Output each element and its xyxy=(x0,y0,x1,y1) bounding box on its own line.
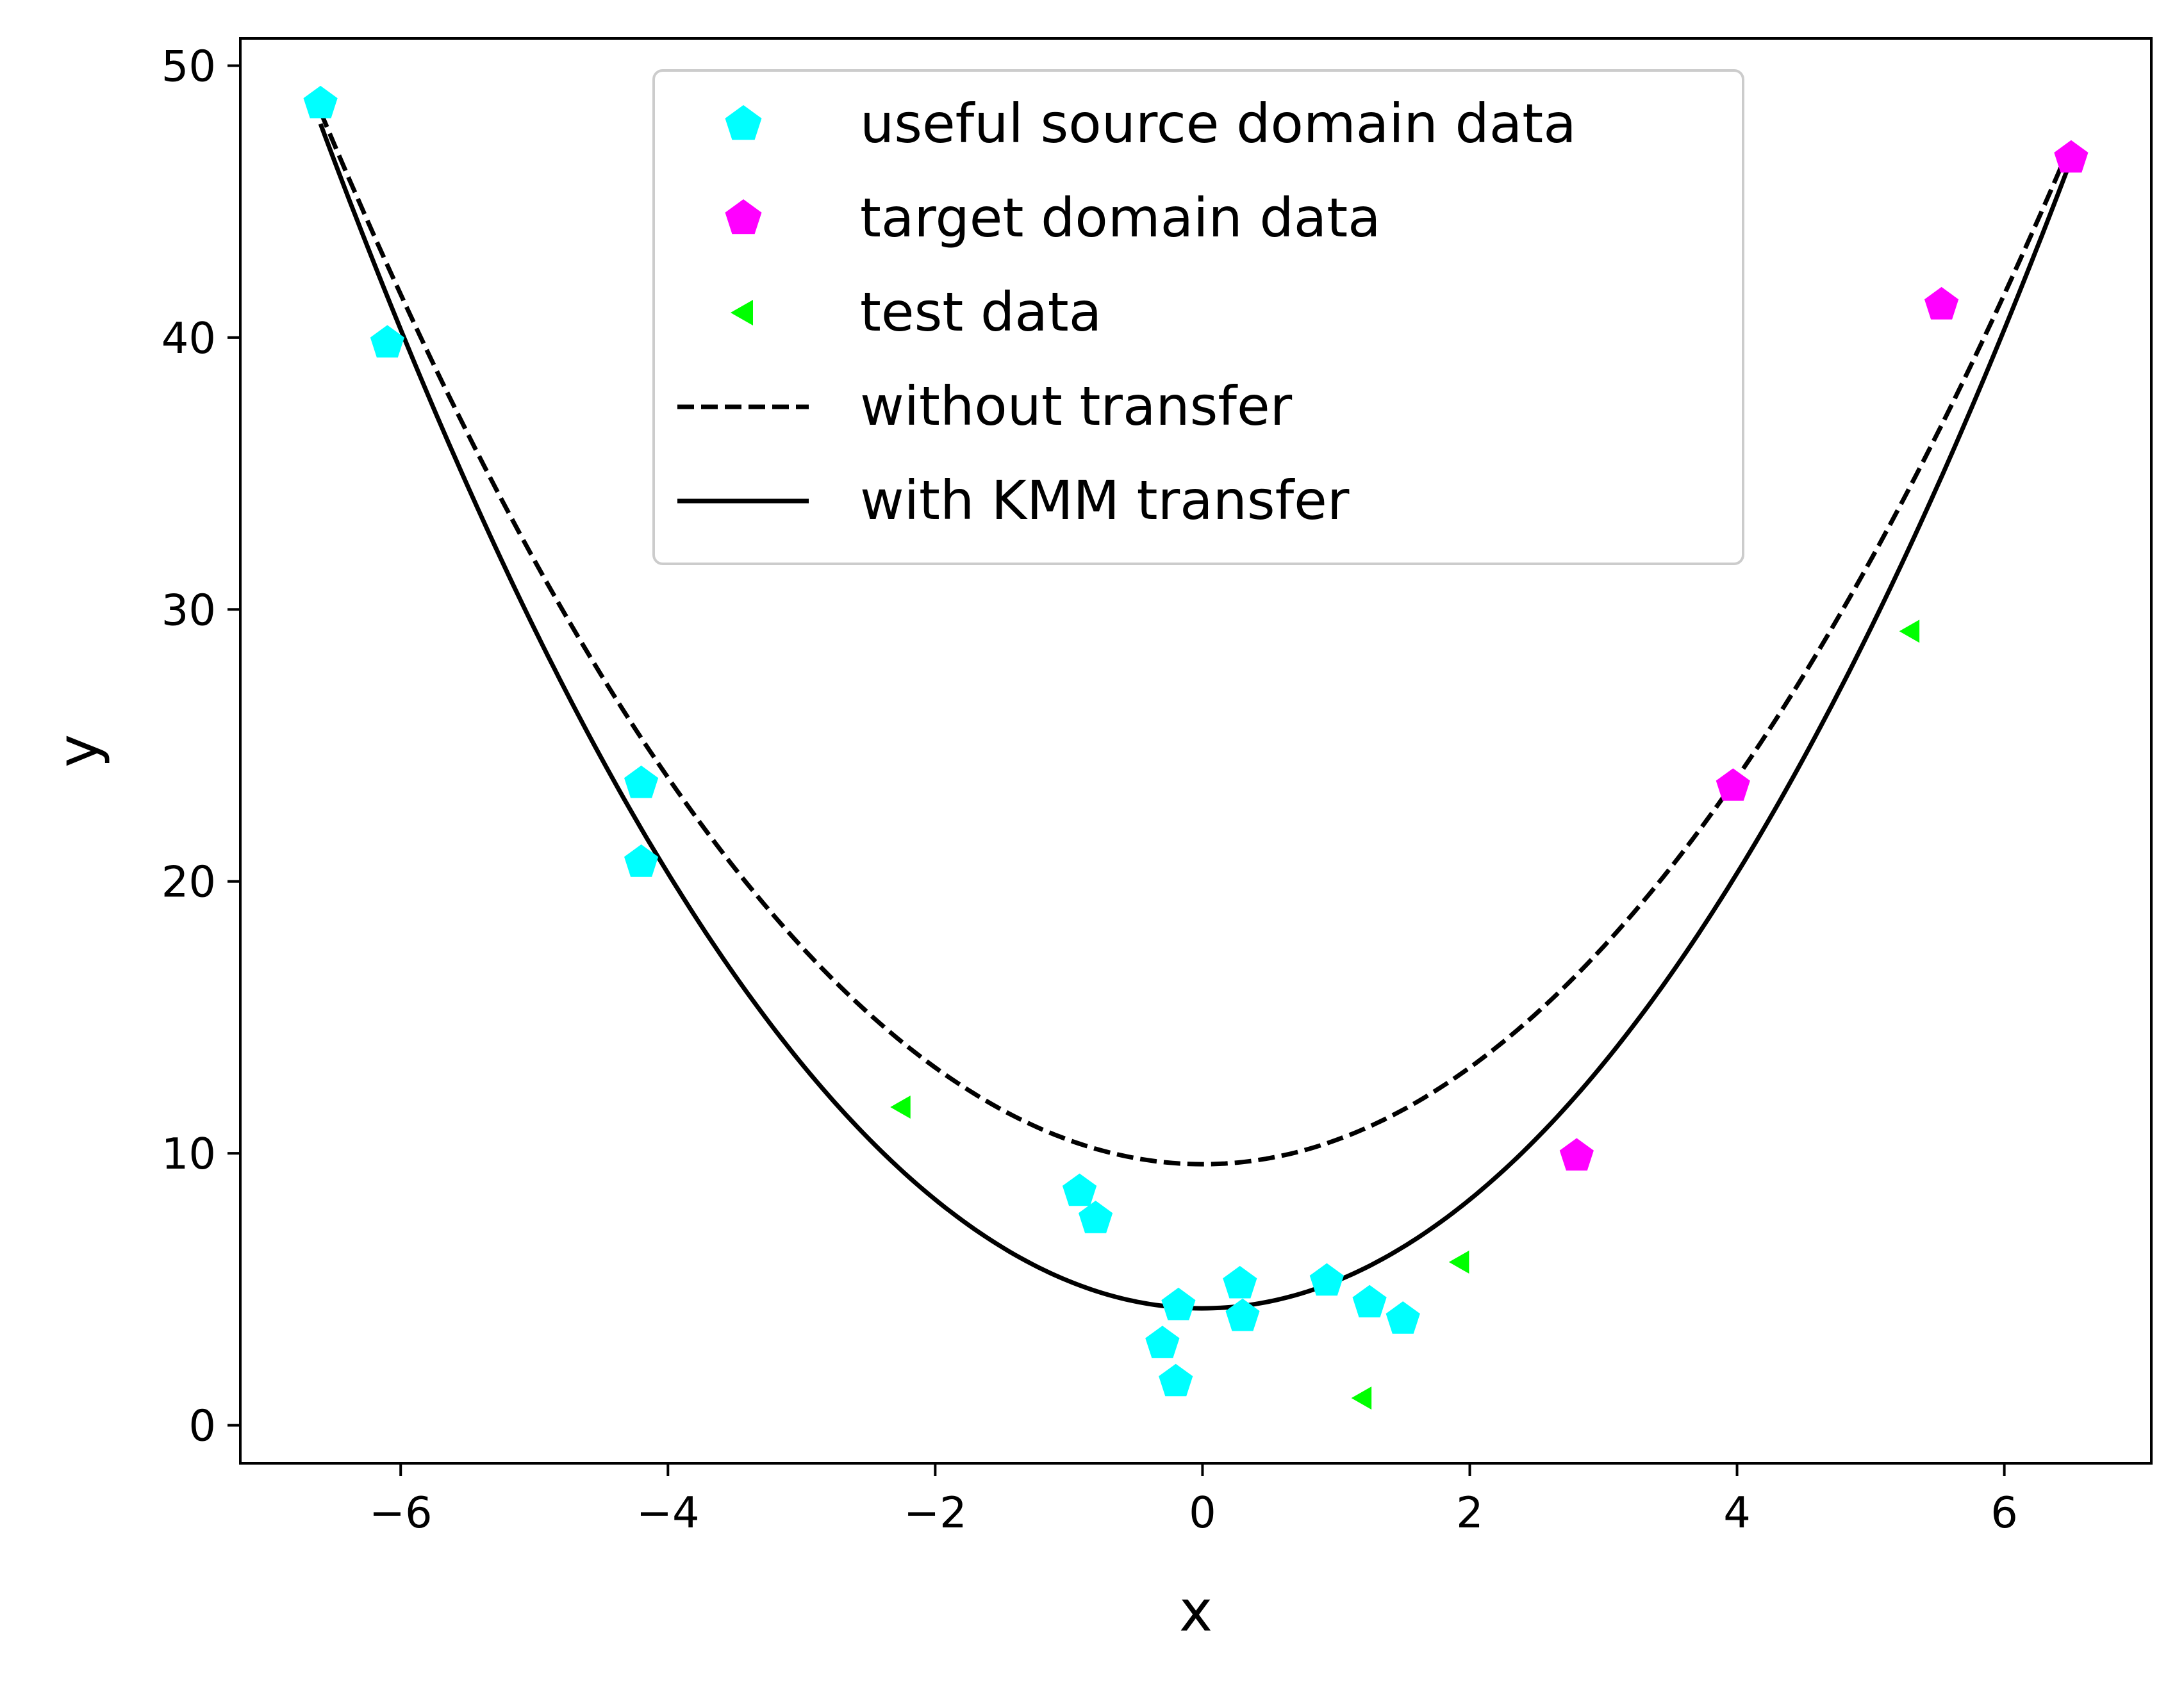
y-tick-label: 10 xyxy=(161,1129,216,1179)
legend-marker xyxy=(725,105,762,140)
data-point-0-13 xyxy=(1386,1301,1420,1334)
data-point-0-9 xyxy=(1223,1265,1257,1299)
data-point-2-0 xyxy=(890,1096,911,1119)
x-tick-label: −4 xyxy=(636,1488,700,1538)
axes: −6 −4 −2 0 2 4 6 0 10 20 30 40 50 x y xyxy=(45,37,2153,1644)
y-tick-label: 20 xyxy=(161,857,216,907)
data-point-2-1 xyxy=(1351,1386,1372,1410)
x-tick-label: 6 xyxy=(1990,1488,2018,1538)
data-point-1-0 xyxy=(1559,1138,1594,1171)
x-tick-label: 2 xyxy=(1456,1488,1484,1538)
series-line-4 xyxy=(318,123,2074,1311)
y-axis-label: y xyxy=(45,734,111,768)
y-tick-label: 0 xyxy=(188,1401,216,1451)
x-tick-label: 0 xyxy=(1189,1488,1216,1538)
plot-area xyxy=(303,85,2089,1410)
data-point-0-11 xyxy=(1309,1263,1344,1296)
data-point-0-4 xyxy=(1062,1173,1097,1206)
data-point-0-8 xyxy=(1159,1363,1193,1397)
series-line-3 xyxy=(318,110,2074,1167)
data-point-0-12 xyxy=(1352,1285,1387,1318)
legend-marker xyxy=(731,300,753,325)
x-tick-label: 4 xyxy=(1723,1488,1751,1538)
data-point-2-3 xyxy=(1899,620,1920,643)
x-tick-label: −2 xyxy=(904,1488,967,1538)
legend-box xyxy=(652,69,1744,565)
legend-label: without transfer xyxy=(860,375,1293,438)
legend-label: useful source domain data xyxy=(860,92,1576,155)
legend-label: test data xyxy=(860,281,1102,343)
data-point-0-10 xyxy=(1225,1298,1260,1331)
data-point-0-7 xyxy=(1161,1287,1196,1320)
data-point-0-5 xyxy=(1079,1201,1113,1233)
data-point-0-2 xyxy=(624,765,659,798)
y-tick-label: 30 xyxy=(161,585,216,635)
x-axis-label: x xyxy=(1179,1578,1212,1644)
legend-marker xyxy=(725,199,762,234)
data-point-2-2 xyxy=(1448,1250,1469,1274)
data-point-0-0 xyxy=(303,85,338,119)
x-tick-label: −6 xyxy=(369,1488,433,1538)
legend: useful source domain data target domain d… xyxy=(652,69,1744,565)
y-tick-label: 40 xyxy=(161,313,216,363)
data-point-0-3 xyxy=(624,844,659,877)
legend-label: with KMM transfer xyxy=(860,469,1350,532)
legend-label: target domain data xyxy=(860,186,1381,249)
axes-frame xyxy=(239,37,2153,1465)
data-point-1-2 xyxy=(1924,286,1959,320)
y-tick-label: 50 xyxy=(161,41,216,91)
data-point-1-1 xyxy=(1716,768,1750,801)
data-point-1-3 xyxy=(2054,140,2089,173)
data-point-0-1 xyxy=(370,325,404,358)
data-point-0-6 xyxy=(1145,1326,1180,1358)
